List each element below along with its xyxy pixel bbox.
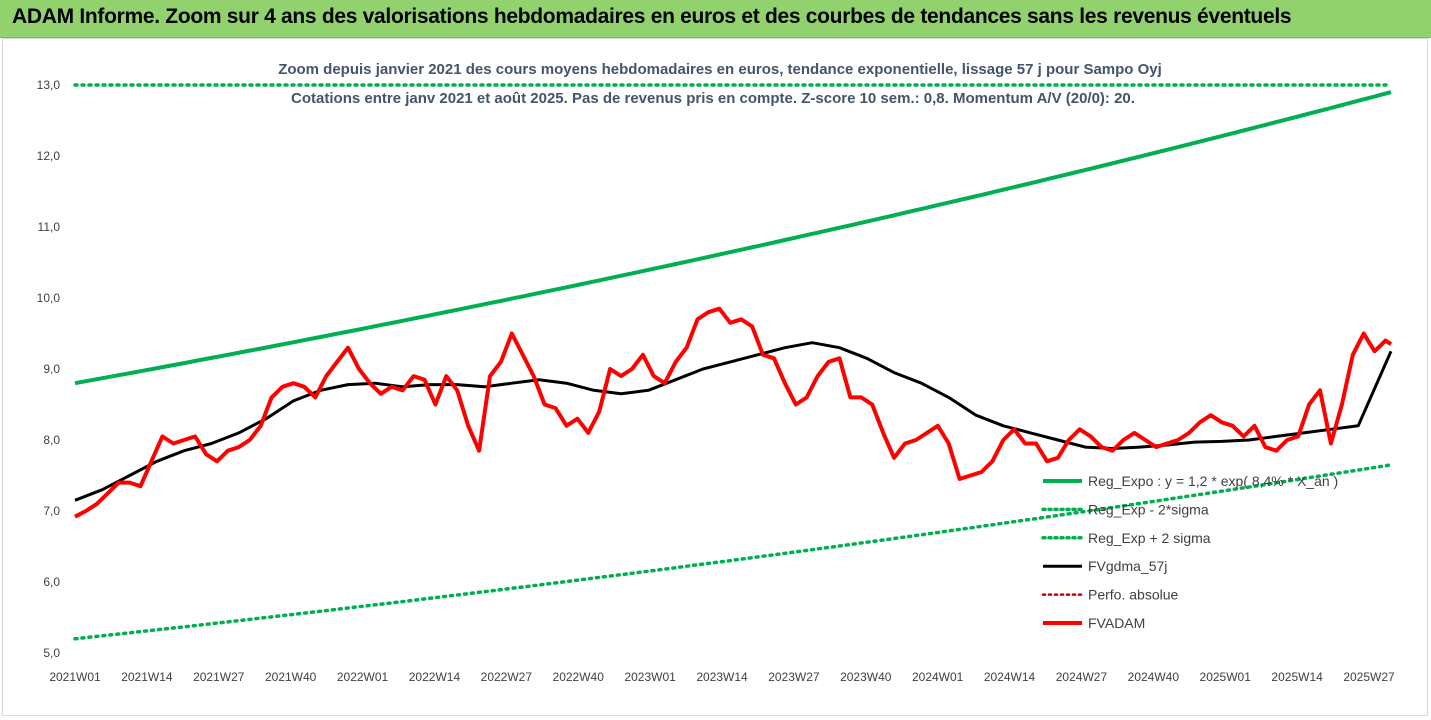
legend-label: FVgdma_57j (1088, 558, 1167, 574)
x-tick-label: 2025W01 (1200, 670, 1252, 684)
y-tick-label: 6,0 (43, 575, 60, 589)
legend-label: Reg_Exp - 2*sigma (1088, 501, 1209, 517)
plot-frame (2, 38, 1428, 716)
header-bar: ADAM Informe. Zoom sur 4 ans des valoris… (0, 0, 1431, 38)
y-tick-label: 9,0 (43, 362, 60, 376)
y-tick-label: 7,0 (43, 504, 60, 518)
series-reg-exp-minus-2-sigma (73, 463, 1393, 641)
x-tick-label: 2022W14 (409, 670, 461, 684)
x-tick-label: 2025W14 (1271, 670, 1323, 684)
legend-label: Perfo. absolue (1088, 587, 1178, 603)
y-tick-label: 5,0 (43, 646, 60, 660)
y-tick-label: 11,0 (38, 220, 61, 234)
y-tick-label: 12,0 (37, 149, 61, 163)
x-tick-label: 2024W01 (912, 670, 964, 684)
chart-subtitle-line2: Cotations entre janv 2021 et août 2025. … (291, 90, 1135, 107)
legend-label: Reg_Exp + 2 sigma (1088, 530, 1211, 546)
page-title: ADAM Informe. Zoom sur 4 ans des valoris… (12, 5, 1292, 28)
x-tick-label: 2023W14 (696, 670, 748, 684)
x-tick-label: 2024W14 (984, 670, 1036, 684)
y-tick-label: 8,0 (43, 433, 60, 447)
x-tick-label: 2022W01 (337, 670, 389, 684)
x-tick-label: 2025W27 (1343, 670, 1395, 684)
x-tick-label: 2023W27 (768, 670, 820, 684)
x-tick-label: 2022W27 (481, 670, 533, 684)
legend: Reg_Expo : y = 1,2 * exp( 8,4% * X_an ) R… (1041, 473, 1338, 631)
x-tick-label: 2023W40 (840, 670, 892, 684)
x-tick-label: 2024W27 (1056, 670, 1108, 684)
x-tick-label: 2023W01 (624, 670, 676, 684)
x-tick-label: 2021W14 (121, 670, 173, 684)
y-tick-label: 10,0 (37, 291, 61, 305)
y-axis: 5,0 6,0 7,0 8,0 9,0 10,0 11,0 12,0 13,0 (37, 78, 61, 660)
plot-area (73, 83, 1393, 641)
x-tick-label: 2024W40 (1128, 670, 1180, 684)
legend-label: FVADAM (1088, 615, 1145, 631)
x-tick-label: 2021W01 (49, 670, 101, 684)
series-fvadam (74, 306, 1393, 519)
x-tick-label: 2022W40 (553, 670, 605, 684)
x-axis: 2021W01 2021W14 2021W27 2021W40 2022W01 2022W… (49, 670, 1395, 684)
y-tick-label: 13,0 (37, 78, 61, 92)
legend-label: Reg_Expo : y = 1,2 * exp( 8,4% * X_an ) (1088, 473, 1338, 489)
chart-subtitle-line1: Zoom depuis janvier 2021 des cours moyen… (278, 61, 1162, 78)
series-reg-expo (74, 90, 1392, 386)
x-tick-label: 2021W27 (193, 670, 245, 684)
x-tick-label: 2021W40 (265, 670, 317, 684)
